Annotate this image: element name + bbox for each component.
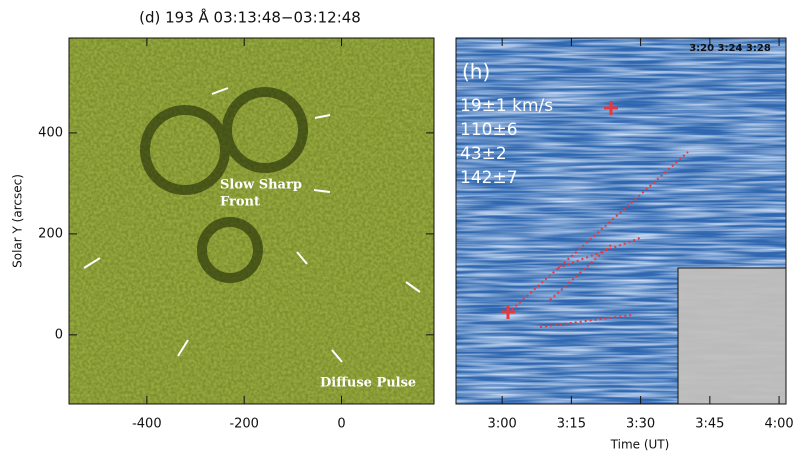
speed-label: 43±2 — [460, 144, 507, 164]
inset-time-label: 3:20 3:24 3:28 — [689, 43, 771, 54]
fit-lines — [507, 151, 689, 328]
markers — [501, 101, 618, 319]
x-tick-label: 4:00 — [764, 417, 793, 432]
annotation: Slow Sharp — [220, 178, 302, 193]
frame — [455, 37, 787, 405]
speed-label: 142±7 — [460, 168, 518, 188]
speed-label: 19±1 km/s — [460, 96, 553, 116]
x-tick-label: 3:45 — [695, 417, 724, 432]
x-tick-label: 0 — [337, 417, 345, 432]
speed-label: 110±6 — [460, 120, 518, 140]
x-tick-label: -200 — [229, 417, 259, 432]
annotation: Diffuse Pulse — [320, 376, 416, 391]
dark-rings — [140, 87, 308, 283]
inset-texture — [678, 268, 786, 404]
panel-label: (h) — [462, 60, 490, 84]
y-tick-label: 0 — [55, 327, 63, 342]
y-axis-label: Solar Y (arcsec) — [11, 174, 25, 268]
y-tick-label: 400 — [38, 125, 63, 140]
x-axis-label: Time (UT) — [610, 438, 670, 452]
frame — [68, 37, 435, 405]
arrows — [83, 87, 421, 363]
panel-title: (d) 193 Å 03:13:48−03:12:48 — [139, 8, 361, 27]
x-tick-label: 3:30 — [626, 417, 655, 432]
annotation: Front — [220, 195, 260, 210]
x-tick-label: 3:00 — [488, 417, 517, 432]
x-tick-label: 3:15 — [557, 417, 586, 432]
x-tick-label: -400 — [132, 417, 162, 432]
y-tick-label: 200 — [38, 226, 63, 241]
